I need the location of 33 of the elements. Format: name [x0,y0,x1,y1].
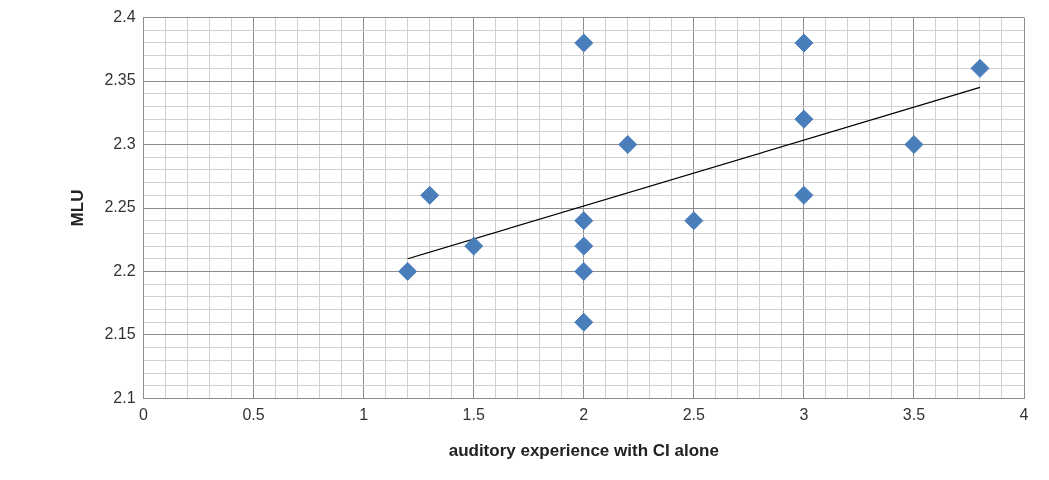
point [574,236,594,256]
y-tick-label: 2.4 [113,8,136,26]
point [904,135,924,155]
y-tick-label: 2.1 [113,388,136,406]
point [574,33,594,53]
point [420,185,440,205]
y-axis-title: MLU [67,189,87,227]
point [574,211,594,231]
point [970,58,990,78]
x-tick-label: 1 [359,406,369,424]
y-tick-label: 2.25 [104,198,136,216]
y-tick-label: 2.3 [113,134,136,152]
point [464,236,484,256]
y-tick-label: 2.2 [113,261,136,279]
point [618,135,638,155]
x-tick-label: 3 [799,406,809,424]
point [684,211,704,231]
y-tick-label: 2.15 [104,325,136,343]
point [398,261,418,281]
x-tick-label: 4 [1019,406,1029,424]
point [794,109,814,129]
x-tick-label: 3.5 [902,406,926,424]
y-tick-label: 2.35 [104,71,136,89]
x-tick-label: 0 [139,406,149,424]
x-tick-label: 0.5 [242,406,265,424]
x-tick-label: 2 [579,406,589,424]
point [794,185,814,205]
x-tick-label: 2.5 [682,406,706,424]
x-tick-label: 1.5 [462,406,485,424]
point [574,312,594,332]
x-axis-title: auditory experience with CI alone [448,441,719,461]
point [574,261,594,281]
point [794,33,814,53]
